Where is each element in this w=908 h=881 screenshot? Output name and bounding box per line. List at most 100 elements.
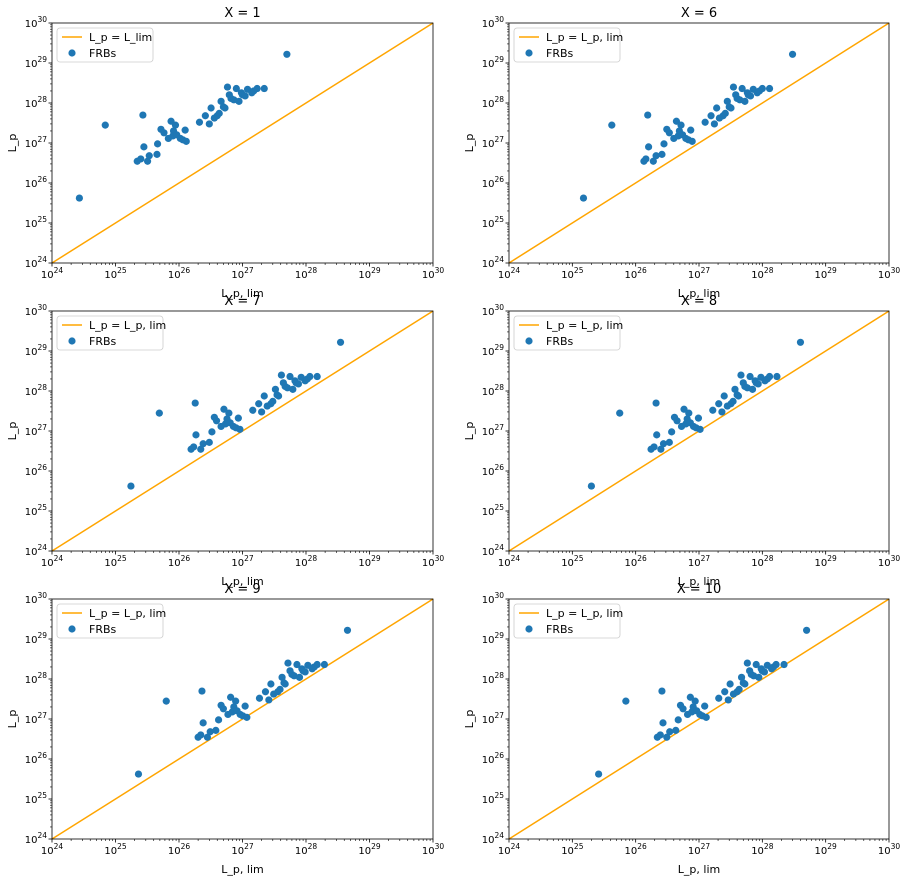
data-point (710, 120, 718, 128)
x-tick-label: 1026 (625, 842, 648, 857)
y-tick-label: 1028 (482, 383, 505, 398)
data-point (765, 372, 774, 381)
data-point (743, 659, 751, 667)
equality-line (508, 22, 890, 264)
data-point (269, 397, 277, 405)
data-point (190, 443, 198, 451)
data-point (293, 660, 301, 669)
data-point (685, 409, 693, 417)
y-tick-label: 1026 (25, 751, 48, 766)
data-point (587, 482, 595, 490)
x-tick-label: 1025 (561, 554, 584, 569)
data-point (715, 694, 723, 702)
data-point (343, 626, 352, 634)
data-point (741, 680, 749, 688)
data-point (686, 693, 694, 701)
data-point (281, 680, 289, 688)
y-tick-label: 1029 (25, 55, 48, 70)
data-point (140, 143, 148, 151)
legend: L_p = L_p, lim FRBs (513, 315, 623, 351)
data-point (796, 338, 805, 346)
data-point (642, 155, 650, 163)
equality-line (51, 22, 434, 264)
y-tick-label: 1028 (482, 95, 505, 110)
chart-title: X = 6 (681, 6, 717, 21)
data-point (205, 438, 213, 446)
x-tick-label: 1030 (878, 266, 901, 281)
y-tick-label: 1026 (482, 463, 505, 478)
chart-title: X = 9 (224, 582, 260, 597)
data-point (731, 385, 739, 393)
legend-label-points: FRBs (89, 47, 117, 60)
x-tick-label: 1029 (815, 554, 838, 569)
y-tick-label: 1030 (25, 303, 48, 318)
data-point (219, 705, 227, 713)
y-tick-label: 1024 (482, 543, 505, 558)
y-tick-label: 1029 (482, 55, 505, 70)
legend: L_p = L_p, lim FRBs (56, 315, 166, 351)
x-tick-label: 1024 (498, 842, 521, 857)
y-tick-label: 1026 (482, 175, 505, 190)
data-point (644, 111, 652, 119)
y-tick-label: 1026 (25, 463, 48, 478)
y-tick-label: 1024 (482, 255, 505, 270)
x-tick-label: 1024 (498, 554, 521, 569)
y-axis-label: L_p (6, 422, 19, 441)
data-point (735, 685, 743, 693)
data-point (665, 129, 673, 137)
x-tick-label: 1025 (104, 266, 127, 281)
data-point (709, 406, 717, 414)
data-point (235, 97, 243, 105)
data-point (748, 385, 757, 393)
y-axis-label: L_p (463, 134, 476, 153)
y-tick-label: 1024 (25, 255, 48, 270)
data-point (212, 417, 221, 425)
data-point (225, 409, 233, 417)
data-point (677, 121, 685, 129)
data-point (255, 400, 263, 408)
data-point (221, 104, 229, 112)
y-tick-label: 1027 (25, 135, 48, 150)
data-point (707, 112, 715, 120)
x-tick-label: 1028 (751, 842, 774, 857)
legend-label-points: FRBs (546, 47, 574, 60)
x-tick-label: 1024 (498, 266, 521, 281)
data-point (729, 83, 738, 91)
y-tick-label: 1030 (482, 303, 505, 318)
data-point (258, 408, 266, 416)
data-point (277, 371, 286, 379)
data-point (306, 372, 314, 381)
data-point (773, 372, 781, 381)
data-point (746, 372, 754, 381)
data-point (197, 445, 205, 453)
legend-box (56, 603, 164, 639)
data-point (198, 687, 206, 695)
legend-label-line: L_p = L_p, lim (89, 607, 166, 620)
data-point (215, 109, 223, 117)
y-tick-label: 1025 (25, 503, 48, 518)
data-point (666, 728, 674, 736)
data-point (267, 680, 275, 688)
data-point (212, 726, 220, 734)
x-axis-label: L_p, lim (678, 863, 720, 876)
y-tick-label: 1027 (25, 423, 48, 438)
data-point (232, 84, 240, 93)
data-point (145, 152, 153, 160)
data-point (650, 443, 658, 451)
data-point (227, 693, 235, 701)
x-axis-label: L_p, lim (221, 863, 263, 876)
y-tick-label: 1028 (25, 383, 48, 398)
data-point (208, 428, 216, 436)
x-axis-label: L_p, lim (221, 575, 263, 588)
y-tick-label: 1027 (482, 711, 505, 726)
y-tick-label: 1025 (25, 791, 48, 806)
data-point (788, 50, 797, 58)
data-point (313, 372, 321, 381)
data-point (688, 137, 696, 145)
